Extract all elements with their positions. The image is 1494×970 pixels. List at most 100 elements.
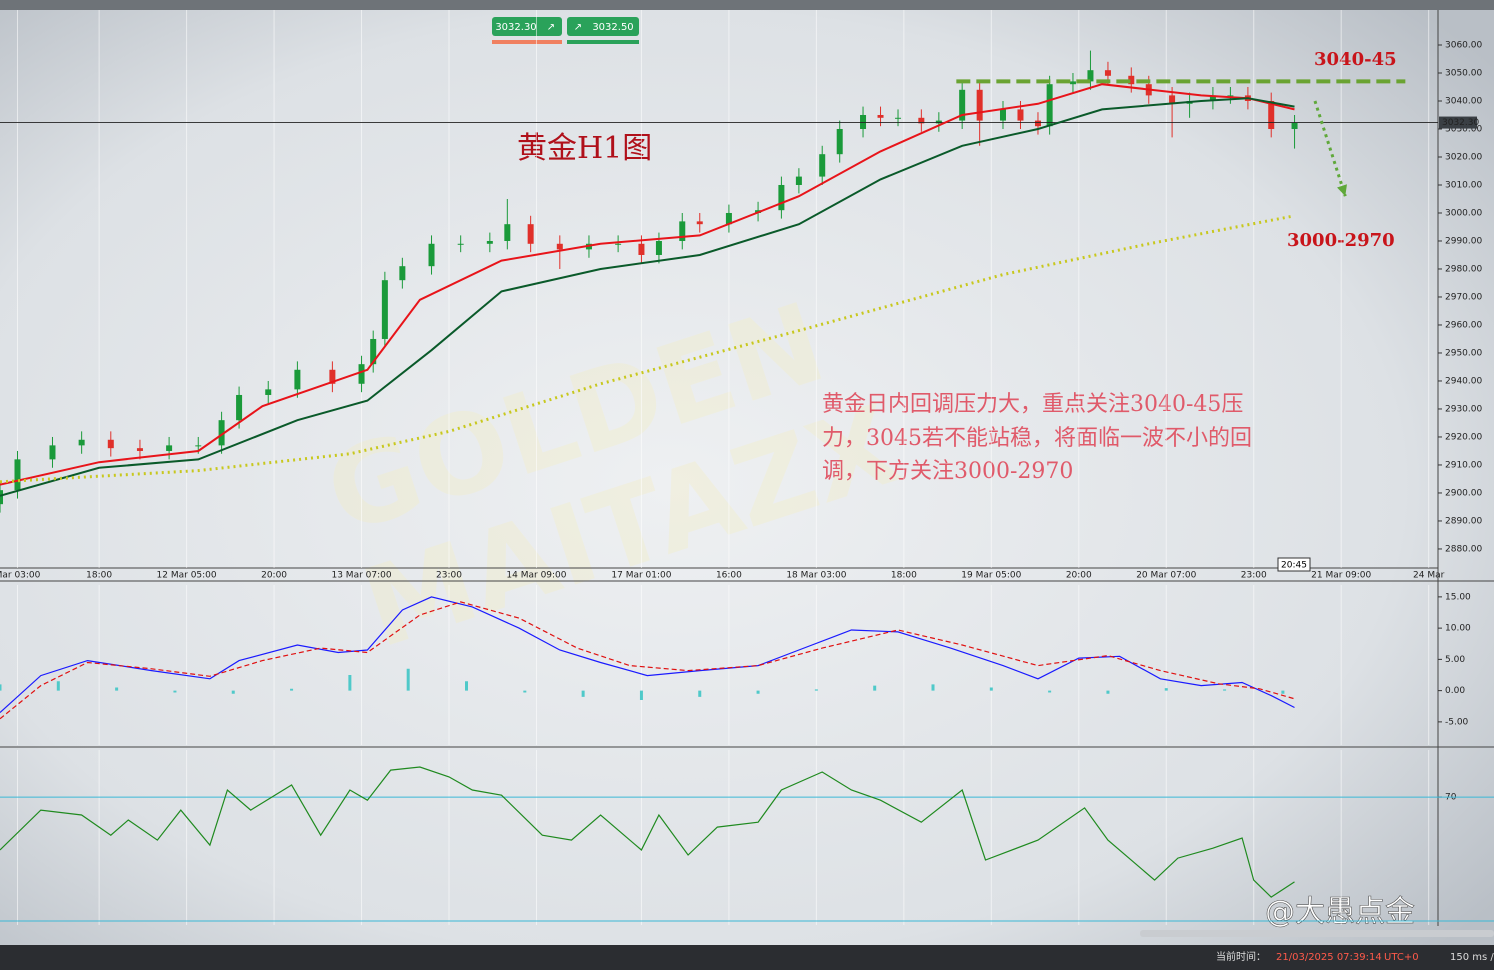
candle-body <box>1104 70 1111 76</box>
candle-body <box>1017 109 1024 121</box>
sell-underline <box>492 40 562 44</box>
y-tick-label: 2890.00 <box>1445 516 1482 526</box>
histogram-bar <box>115 687 119 691</box>
trade-buttons[interactable]: 3032.30 ↗ ↗ 3032.50 <box>492 17 639 44</box>
histogram-bar <box>173 690 177 693</box>
candle-body <box>1034 120 1041 127</box>
annotation-line: 力，3045若不能站稳，将面临一波不小的回 <box>822 426 1252 451</box>
buy-price[interactable]: 3032.50 <box>592 22 633 33</box>
x-tick-label: 16:00 <box>716 571 742 581</box>
candle-body <box>486 240 493 244</box>
y-tick-label: 5.00 <box>1445 655 1465 665</box>
candle-body <box>329 369 336 384</box>
series-line <box>0 601 1295 720</box>
candle-body <box>877 114 884 118</box>
candle-body <box>0 490 3 505</box>
arrow-head <box>1337 184 1347 197</box>
resistance-label: 3040-45 <box>1314 49 1397 70</box>
candle-body <box>457 243 464 245</box>
candle-body <box>1209 95 1216 101</box>
candle-body <box>895 117 902 119</box>
histogram-bar <box>406 668 410 691</box>
candle-body <box>836 128 843 155</box>
candle-body <box>504 224 511 241</box>
candle-body <box>999 109 1006 121</box>
y-tick-label: 2950.00 <box>1445 348 1482 358</box>
candle-body <box>1268 100 1275 129</box>
sell-button[interactable] <box>492 17 562 36</box>
histogram-bar <box>756 690 760 694</box>
series-line <box>0 766 1295 898</box>
time-cursor-box <box>1277 557 1311 572</box>
candle-body <box>49 445 56 460</box>
histogram-bar <box>1164 688 1168 691</box>
candle-body <box>1169 95 1176 104</box>
x-tick-label: 20 Mar 07:00 <box>1136 571 1196 581</box>
trend-arrow <box>1313 100 1347 197</box>
histogram-bar <box>639 690 643 700</box>
candle-body <box>428 243 435 267</box>
candle-body <box>860 114 867 129</box>
sell-price[interactable]: 3032.30 <box>495 22 536 33</box>
x-tick-label: 20:00 <box>261 571 287 581</box>
histogram-bar <box>989 687 993 691</box>
y-tick-label: 2940.00 <box>1445 376 1482 386</box>
arrow-icon: ↗ <box>574 22 582 33</box>
panel: 70 <box>0 750 1494 925</box>
x-tick-label: 18 Mar 03:00 <box>786 571 846 581</box>
candle-body <box>679 221 686 241</box>
annotation-line: 调，下方关注3000-2970 <box>822 459 1073 484</box>
buy-button[interactable] <box>567 17 639 36</box>
histogram-bar <box>348 675 352 691</box>
panel: 15.00 10.00 5.00 0.00 -5.00 <box>0 585 1471 745</box>
last-price-box <box>1439 116 1477 129</box>
candle-body <box>527 224 534 244</box>
y-tick-label: 3060.00 <box>1445 40 1482 50</box>
chart-title: 黄金H1图 <box>517 131 652 166</box>
histogram-bar <box>698 690 702 697</box>
histogram-bar <box>873 685 877 691</box>
candle-body <box>381 280 388 339</box>
x-tick-label: 23:00 <box>436 571 462 581</box>
x-tick-label: 24 Mar <box>1413 571 1445 581</box>
histogram-bar <box>1106 690 1110 694</box>
x-tick-label: 14 Mar 09:00 <box>506 571 566 581</box>
candle-body <box>696 221 703 225</box>
y-tick-label: 0.00 <box>1445 686 1465 696</box>
candle-body <box>14 459 21 491</box>
status-timezone: UTC+0 <box>1384 952 1419 963</box>
histogram-bar <box>231 690 235 694</box>
y-tick-label: 3030.00 <box>1445 124 1482 134</box>
annotation-line: 黄金日内回调压力大，重点关注3040-45压 <box>822 392 1243 417</box>
logo-watermark: @大愚点金 <box>1265 895 1415 930</box>
histogram-bar <box>931 684 935 691</box>
panel: 2880.00 2890.00 2900.00 2910.00 2920.00 2930.… <box>0 10 1482 581</box>
candle-body <box>265 389 272 395</box>
histogram-bar <box>1223 689 1227 691</box>
candle-body <box>136 448 143 451</box>
y-tick-label: 3040.00 <box>1445 96 1482 106</box>
histogram-bar <box>1281 690 1285 694</box>
x-tick-label: 12 Mar 05:00 <box>157 571 217 581</box>
y-tick-label: 2970.00 <box>1445 292 1482 302</box>
candle-body <box>399 266 406 281</box>
histogram-bar <box>814 689 818 691</box>
candle-body <box>195 445 202 447</box>
candle-body <box>795 176 802 185</box>
y-tick-label: 15.00 <box>1445 592 1471 602</box>
candle-body <box>1227 95 1234 97</box>
x-tick-label: 13 Mar 07:00 <box>331 571 391 581</box>
candle-body <box>1087 70 1094 82</box>
candle-body <box>725 212 732 225</box>
time-cursor-label: 20:45 <box>1281 561 1307 571</box>
buy-underline <box>567 40 639 44</box>
candle-body <box>107 439 114 449</box>
y-tick-label: 2920.00 <box>1445 432 1482 442</box>
last-price-label: 3032.30 <box>1442 118 1479 128</box>
scrollbar[interactable] <box>1140 930 1494 937</box>
histogram-bar <box>1048 690 1052 693</box>
status-bar <box>0 945 1494 970</box>
candle-body <box>166 445 173 451</box>
series-line <box>0 596 1295 713</box>
